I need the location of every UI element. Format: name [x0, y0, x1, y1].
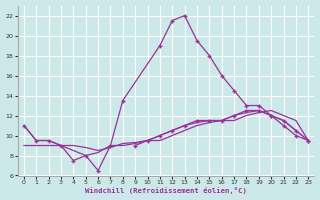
- X-axis label: Windchill (Refroidissement éolien,°C): Windchill (Refroidissement éolien,°C): [85, 187, 247, 194]
